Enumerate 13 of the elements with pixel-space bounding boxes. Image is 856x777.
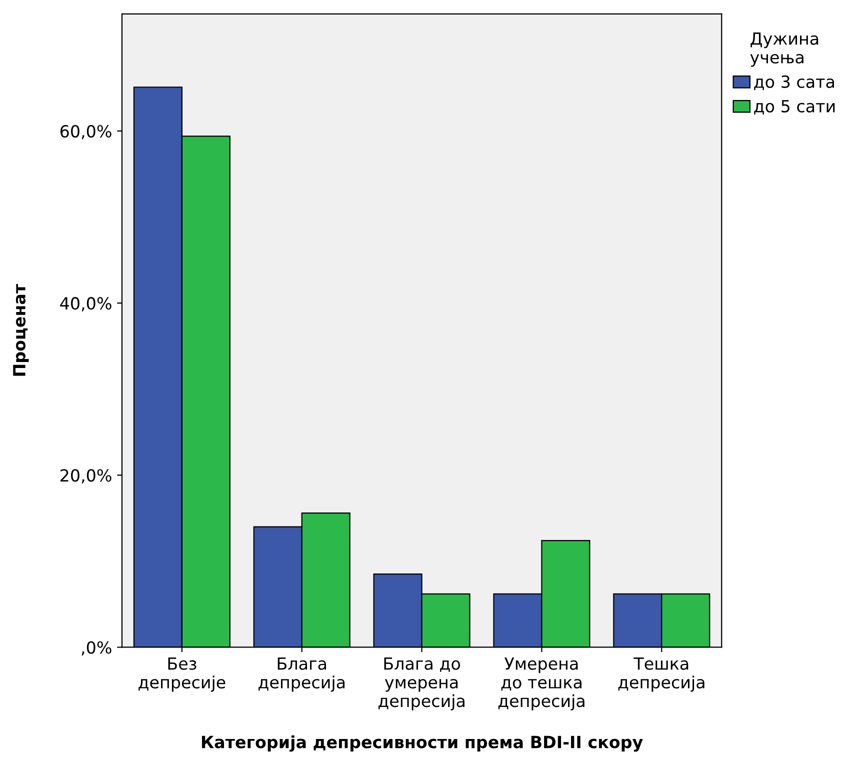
y-axis-title: Проценат xyxy=(13,284,29,376)
x-tick-label: Блага до умерена депресија xyxy=(378,657,464,710)
y-tick-label: ,0% xyxy=(82,641,112,656)
x-tick-label: Без депресије xyxy=(138,657,226,692)
y-tick-label: 60,0% xyxy=(60,124,112,140)
x-tick-label: Тешка депресија xyxy=(618,657,704,692)
x-axis-title: Категорија депресивности према BDI-II скору xyxy=(202,735,643,752)
legend-label: до 3 сата xyxy=(754,75,834,90)
y-tick-label: 20,0% xyxy=(60,469,112,484)
legend-label: до 5 сати xyxy=(754,100,835,115)
x-tick-label: Блага депресија xyxy=(258,657,345,692)
x-tick-label: Умерена до тешка депресија xyxy=(498,657,584,710)
y-tick-label: 40,0% xyxy=(60,297,112,312)
